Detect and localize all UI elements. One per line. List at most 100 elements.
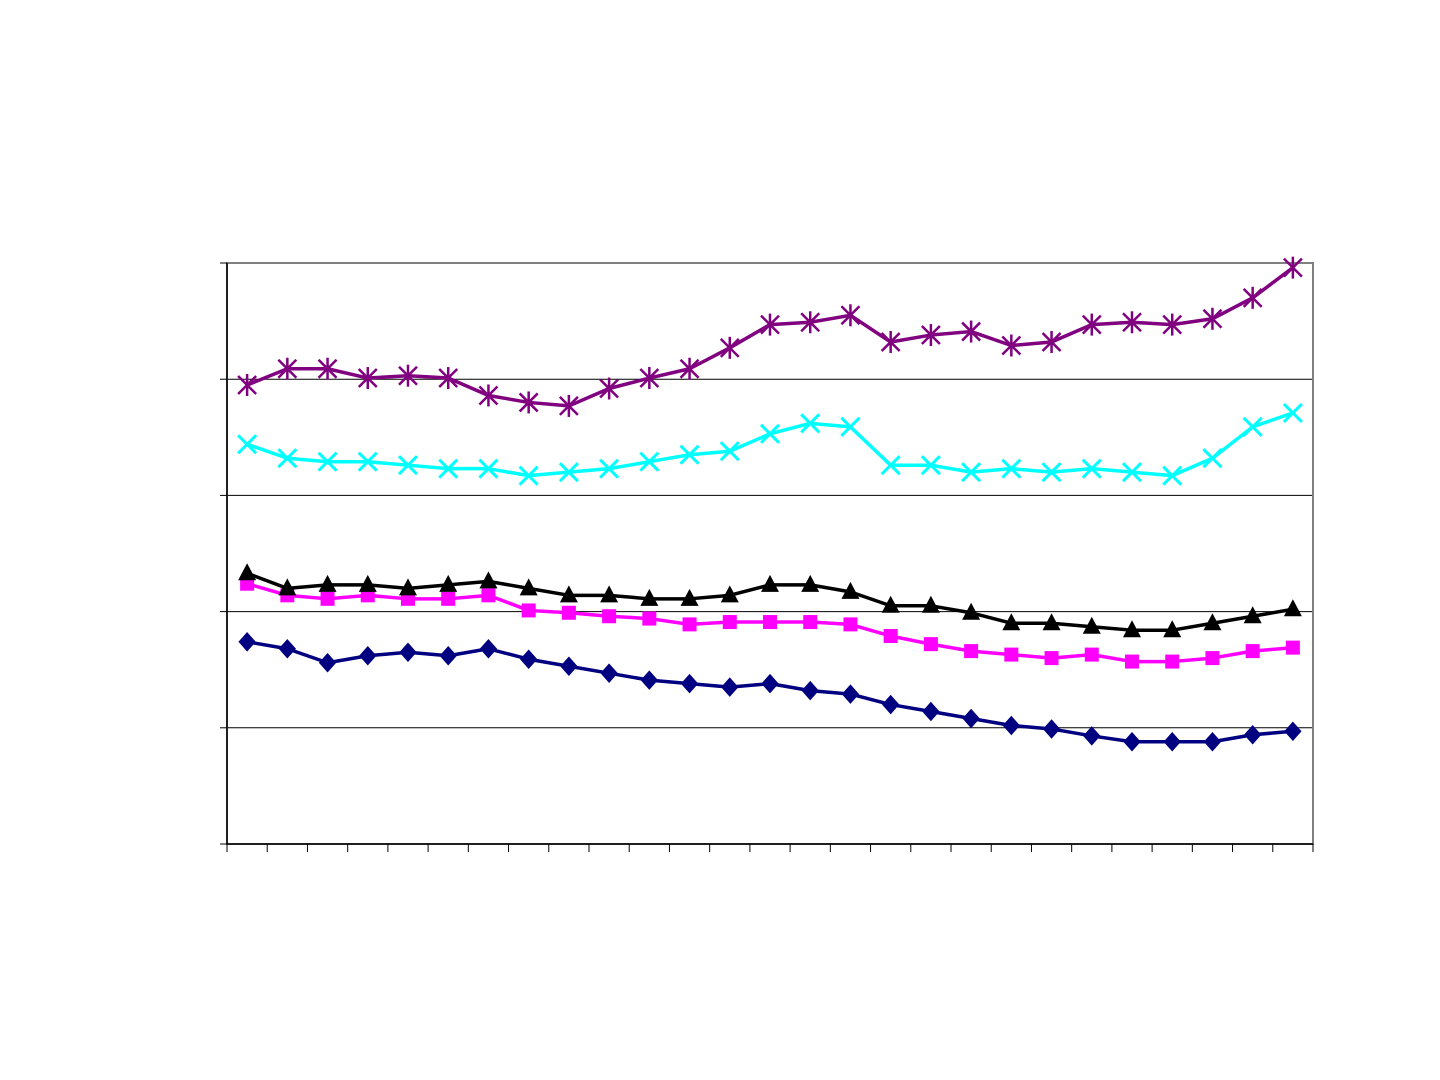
x-marker-stroke <box>558 462 579 483</box>
triangle-marker <box>519 578 538 596</box>
x-marker-stroke <box>277 448 298 469</box>
triangle-marker <box>761 574 779 592</box>
x-marker-stroke <box>840 416 861 437</box>
square-marker <box>1125 654 1139 669</box>
square-marker <box>1285 640 1300 655</box>
triangle-marker <box>1283 599 1302 617</box>
star-marker <box>1202 307 1223 330</box>
triangle-marker <box>479 571 498 589</box>
x-marker-stroke <box>237 434 258 455</box>
diamond-marker <box>922 701 940 722</box>
series-1 <box>238 632 1302 752</box>
diamond-marker <box>479 639 498 659</box>
star-marker <box>760 313 780 336</box>
diamond-marker <box>680 673 699 694</box>
triangle-marker <box>841 581 860 599</box>
triangle-marker <box>600 585 619 603</box>
star-marker <box>679 357 700 380</box>
diamond-marker <box>1203 731 1222 752</box>
triangle-marker <box>640 588 659 606</box>
star-marker <box>478 384 499 407</box>
x-marker-stroke <box>317 451 338 472</box>
x-marker <box>759 423 781 444</box>
triangle-marker <box>881 595 900 613</box>
diamond-marker <box>1243 725 1262 745</box>
star-marker <box>1001 334 1022 357</box>
square-marker <box>642 611 657 626</box>
x-marker <box>679 444 700 465</box>
diamond-marker <box>881 694 900 715</box>
axes <box>220 262 1314 852</box>
star-marker <box>1041 331 1062 354</box>
diamond-marker <box>721 677 739 697</box>
x-marker-stroke <box>961 462 982 483</box>
diamond-marker <box>318 652 337 673</box>
square-marker <box>521 603 536 618</box>
diamond-marker <box>519 649 538 669</box>
x-marker <box>639 451 660 472</box>
triangle-marker <box>278 578 297 596</box>
triangle-marker <box>1082 616 1101 634</box>
star-marker <box>1122 311 1142 334</box>
series-4 <box>237 402 1303 486</box>
x-marker-stroke <box>800 413 821 434</box>
diamond-marker <box>1284 721 1302 742</box>
square-marker <box>602 609 617 624</box>
plot-area-border <box>226 262 1314 845</box>
diamond-marker <box>238 632 256 652</box>
square-marker <box>843 617 858 632</box>
x-marker-stroke <box>920 455 941 476</box>
diamond-marker <box>841 684 860 704</box>
x-marker-stroke <box>478 458 499 479</box>
triangle-marker <box>1002 613 1021 631</box>
x-marker <box>1242 416 1263 437</box>
square-marker <box>682 617 697 632</box>
x-marker-stroke <box>639 451 660 472</box>
diamond-marker <box>761 673 779 694</box>
square-marker <box>763 615 777 630</box>
triangle-marker <box>439 574 458 592</box>
x-marker <box>920 455 941 476</box>
x-marker-stroke <box>599 458 620 479</box>
x-marker <box>599 458 620 479</box>
diamond-marker <box>439 646 457 666</box>
x-marker-stroke <box>438 458 459 479</box>
square-marker <box>481 588 496 603</box>
triangle-marker <box>399 578 417 596</box>
x-marker <box>1162 465 1183 486</box>
x-marker <box>840 416 861 437</box>
diamond-marker <box>1083 726 1101 746</box>
square-marker <box>722 615 737 630</box>
x-marker <box>1041 462 1062 483</box>
triangle-marker <box>1163 620 1182 638</box>
diamond-marker <box>962 708 980 729</box>
star-marker <box>317 357 338 380</box>
x-marker <box>478 458 499 479</box>
triangle-marker <box>962 602 981 620</box>
triangle-marker <box>1243 606 1262 624</box>
x-marker <box>800 413 821 434</box>
x-marker <box>438 458 459 479</box>
series <box>237 256 1303 752</box>
x-marker <box>357 451 378 472</box>
x-marker-stroke <box>1001 458 1022 479</box>
star-marker <box>518 391 539 414</box>
diamond-marker <box>640 670 659 690</box>
square-marker <box>883 629 898 644</box>
square-marker <box>803 615 818 630</box>
triangle-marker <box>1203 613 1222 631</box>
square-marker <box>320 591 335 606</box>
x-marker <box>719 441 740 462</box>
triangle-marker <box>1123 620 1141 638</box>
square-marker <box>1205 651 1220 666</box>
x-marker-stroke <box>679 444 700 465</box>
star-marker <box>357 367 378 390</box>
triangle-marker <box>559 585 578 603</box>
diamond-marker <box>801 680 819 701</box>
triangle-marker <box>680 588 699 606</box>
triangle-marker <box>720 585 739 603</box>
x-marker-stroke <box>397 455 419 476</box>
star-marker <box>559 394 579 417</box>
square-marker <box>1044 651 1059 666</box>
